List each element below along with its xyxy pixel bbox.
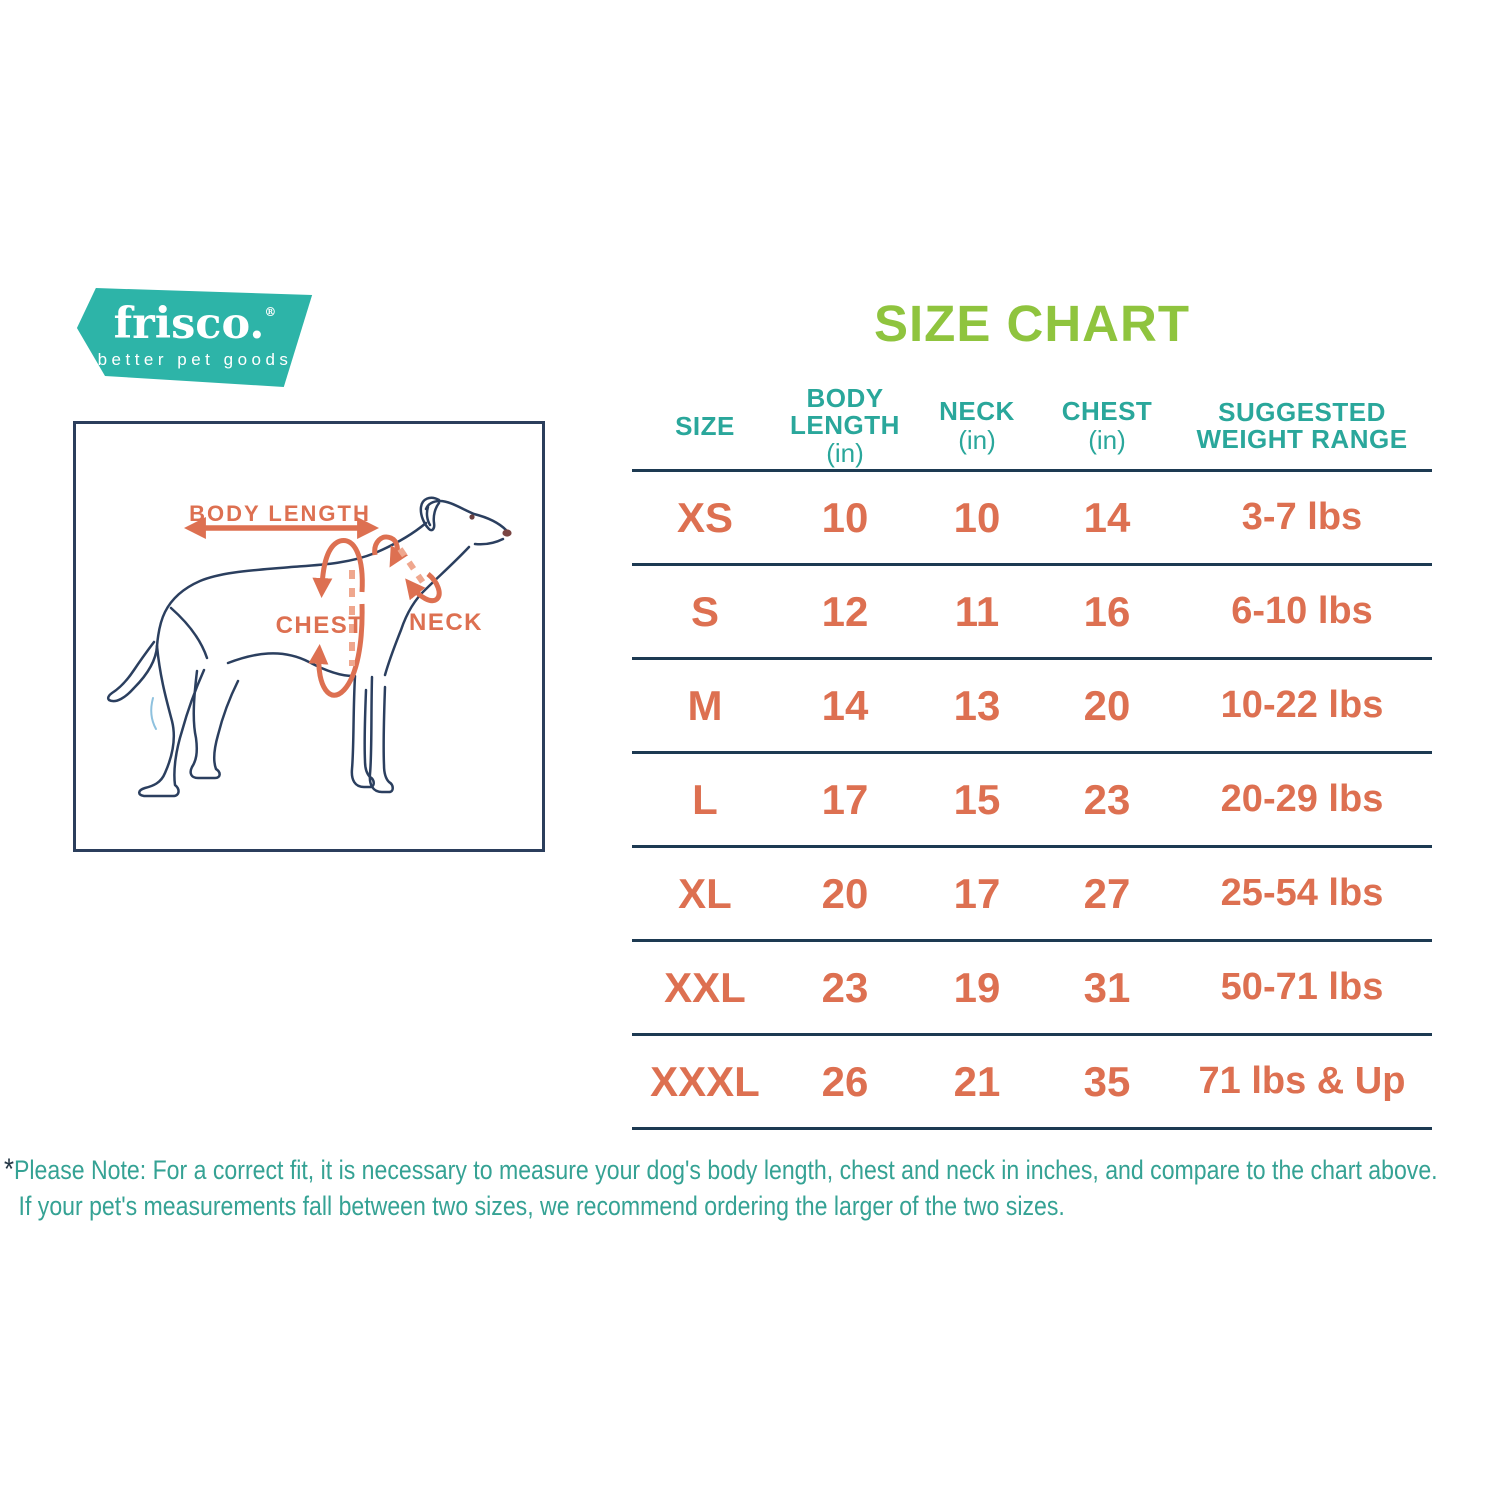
cell-weight: 50-71 lbs xyxy=(1220,966,1384,1008)
cell-chest: 20 xyxy=(1083,681,1131,729)
dog-nose xyxy=(502,529,512,537)
cell-size: XXL xyxy=(664,963,746,1011)
measurement-annotations: BODY LENGTH CHEST NECK xyxy=(183,501,483,698)
cell-weight: 3-7 lbs xyxy=(1241,496,1363,538)
frisco-logo: frisco.® better pet goods xyxy=(76,288,313,387)
chest-label: CHEST xyxy=(276,612,365,639)
header-size: SIZE xyxy=(632,383,778,469)
page-title: SIZE CHART xyxy=(874,295,1190,352)
cell-chest: 35 xyxy=(1083,1057,1131,1105)
cell-neck: 11 xyxy=(954,587,1000,635)
cell-neck: 17 xyxy=(953,869,1001,917)
dog-eye xyxy=(469,514,475,520)
dog-outline xyxy=(106,496,508,798)
cell-neck: 15 xyxy=(953,775,1001,823)
neck-label: NECK xyxy=(409,609,483,636)
table-row: M 14 13 20 10-22 lbs xyxy=(632,660,1432,754)
neck-loop-top xyxy=(372,534,409,568)
cell-weight: 71 lbs & Up xyxy=(1198,1060,1406,1102)
chest-loop-top xyxy=(312,538,365,598)
table-row: XS 10 10 14 3-7 lbs xyxy=(632,472,1432,566)
header-chest-label: CHEST xyxy=(1061,396,1153,427)
chest-loop-bottom xyxy=(308,603,365,698)
cell-weight: 25-54 lbs xyxy=(1220,872,1384,914)
cell-neck: 19 xyxy=(953,963,1001,1011)
header-body-length: BODY LENGTH (in) xyxy=(778,383,912,469)
cell-body-length: 14 xyxy=(821,681,869,729)
neck-dashed-line xyxy=(397,547,427,586)
cell-weight: 6-10 lbs xyxy=(1231,590,1373,632)
footnote: *Please Note: For a correct fit, it is n… xyxy=(4,1151,1500,1223)
cell-body-length: 26 xyxy=(821,1057,869,1105)
cell-body-length: 10 xyxy=(821,493,869,541)
cell-weight: 10-22 lbs xyxy=(1220,684,1384,726)
header-chest: CHEST (in) xyxy=(1042,383,1172,469)
table-row: XXL 23 19 31 50-71 lbs xyxy=(632,942,1432,1036)
cell-weight: 20-29 lbs xyxy=(1220,778,1384,820)
asterisk: * xyxy=(4,1153,14,1186)
cell-size: M xyxy=(687,681,723,729)
table-row: L 17 15 23 20-29 lbs xyxy=(632,754,1432,848)
dog-measurement-diagram: BODY LENGTH CHEST NECK xyxy=(73,421,545,852)
cell-size: S xyxy=(690,587,719,635)
cell-body-length: 12 xyxy=(821,587,869,635)
logo-brand-text: frisco.® xyxy=(114,303,277,346)
header-neck-label: NECK xyxy=(939,396,1015,427)
cell-body-length: 17 xyxy=(821,775,869,823)
cell-chest: 27 xyxy=(1083,869,1131,917)
header-size-label: SIZE xyxy=(675,410,735,441)
body-length-label: BODY LENGTH xyxy=(189,501,371,526)
leg-highlight-line xyxy=(150,697,157,730)
header-chest-unit: (in) xyxy=(1088,425,1126,455)
cell-neck: 13 xyxy=(953,681,1001,729)
header-body-line1: BODY xyxy=(806,383,884,414)
cell-chest: 16 xyxy=(1083,587,1131,635)
size-table: SIZE BODY LENGTH (in) NECK (in) CHEST (i… xyxy=(632,383,1432,1130)
footnote-line-1: *Please Note: For a correct fit, it is n… xyxy=(4,1151,1438,1189)
cell-size: L xyxy=(692,775,718,823)
logo-brand-word: frisco. xyxy=(113,299,265,349)
cell-chest: 14 xyxy=(1083,493,1131,541)
cell-chest: 31 xyxy=(1083,963,1131,1011)
footnote-text-1: Please Note: For a correct fit, it is ne… xyxy=(13,1155,1438,1185)
neck-loop-bottom xyxy=(405,572,442,604)
header-neck: NECK (in) xyxy=(912,383,1042,469)
header-weight-line2: WEIGHT RANGE xyxy=(1196,424,1408,454)
header-neck-unit: (in) xyxy=(958,425,996,455)
footnote-text-2: If your pet's measurements fall between … xyxy=(18,1191,1065,1222)
cell-body-length: 23 xyxy=(821,963,869,1011)
logo-tagline: better pet goods xyxy=(97,350,293,369)
cell-size: XS xyxy=(676,493,734,541)
table-header-row: SIZE BODY LENGTH (in) NECK (in) CHEST (i… xyxy=(632,383,1432,472)
table-row: XL 20 17 27 25-54 lbs xyxy=(632,848,1432,942)
cell-neck: 10 xyxy=(953,493,1001,541)
header-weight-line1: SUGGESTED xyxy=(1218,397,1386,428)
footnote-line-2: If your pet's measurements fall between … xyxy=(4,1189,1283,1223)
cell-neck: 21 xyxy=(953,1057,1001,1105)
header-body-unit: (in) xyxy=(826,438,864,469)
header-body-line2: LENGTH xyxy=(790,409,900,440)
cell-chest: 23 xyxy=(1083,775,1131,823)
dog-illustration: BODY LENGTH CHEST NECK xyxy=(106,496,512,798)
header-weight-range: SUGGESTED WEIGHT RANGE xyxy=(1172,383,1432,469)
cell-size: XXXL xyxy=(650,1057,760,1105)
cell-size: XL xyxy=(678,869,732,917)
table-row: S 12 11 16 6-10 lbs xyxy=(632,566,1432,660)
registered-mark-icon: ® xyxy=(264,305,277,319)
table-row: XXXL 26 21 35 71 lbs & Up xyxy=(632,1036,1432,1130)
cell-body-length: 20 xyxy=(821,869,869,917)
